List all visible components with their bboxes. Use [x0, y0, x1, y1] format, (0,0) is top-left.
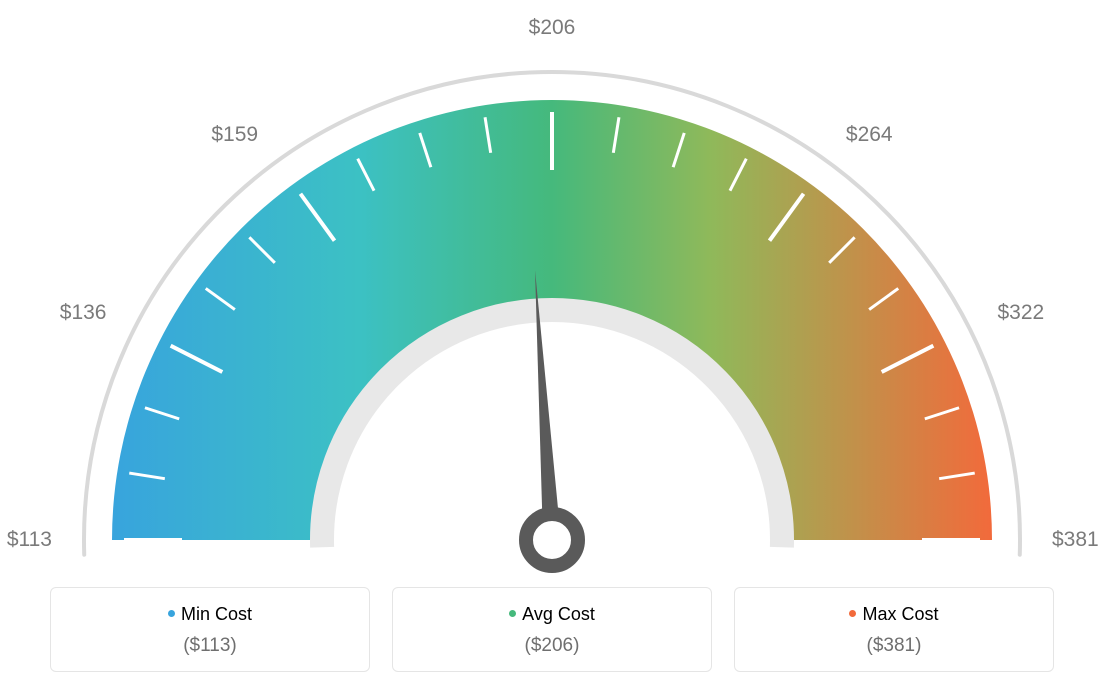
- legend-max-card: Max Cost ($381): [734, 587, 1054, 672]
- dot-icon: [509, 610, 516, 617]
- gauge-tick-label: $322: [998, 301, 1045, 325]
- legend-max-label: Max Cost: [862, 604, 938, 624]
- dot-icon: [168, 610, 175, 617]
- legend-avg-title: Avg Cost: [403, 604, 701, 625]
- legend-min-value: ($113): [61, 635, 359, 657]
- gauge-tick-label: $113: [7, 528, 52, 552]
- legend-avg-value: ($206): [403, 635, 701, 657]
- legend-avg-label: Avg Cost: [522, 604, 595, 624]
- gauge-tick-label: $381: [1052, 528, 1099, 552]
- gauge-tick-label: $159: [211, 123, 258, 147]
- gauge-tick-label: $206: [529, 16, 576, 40]
- gauge-chart: [0, 20, 1104, 580]
- cost-gauge-container: $113 $136 $159 $206 $264 $322 $381 Min Cost ($…: [0, 0, 1104, 690]
- legend-min-card: Min Cost ($113): [50, 587, 370, 672]
- legend-avg-card: Avg Cost ($206): [392, 587, 712, 672]
- dot-icon: [849, 610, 856, 617]
- legend-min-label: Min Cost: [181, 604, 252, 624]
- gauge-tick-label: $264: [846, 123, 893, 147]
- legend-max-value: ($381): [745, 635, 1043, 657]
- legend-max-title: Max Cost: [745, 604, 1043, 625]
- legend-row: Min Cost ($113) Avg Cost ($206) Max Cost…: [50, 587, 1054, 672]
- gauge-tick-label: $136: [60, 301, 107, 325]
- legend-min-title: Min Cost: [61, 604, 359, 625]
